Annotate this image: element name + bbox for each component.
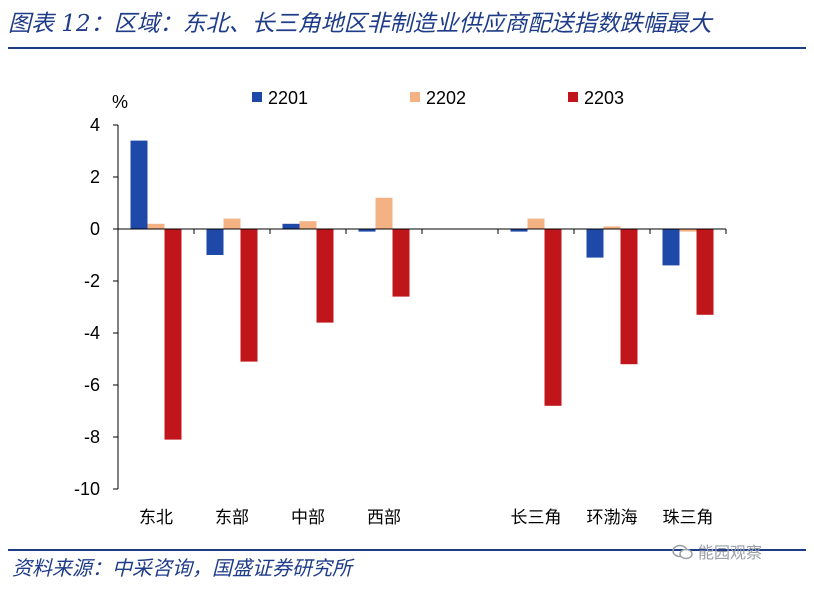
- wechat-icon: [672, 544, 693, 560]
- category-label: 中部: [291, 508, 325, 528]
- figure-title: 图表 12：区域：东北、长三角地区非制造业供应商配送指数跌幅最大: [8, 11, 712, 37]
- category-label: 珠三角: [663, 508, 714, 528]
- bar-2202: [299, 221, 317, 229]
- x-axis-categories: 东北 东部 中部 西部 长三角 环渤海 珠三角: [139, 508, 714, 528]
- bar-2203: [696, 229, 714, 315]
- y-axis-ticks: 4 2 0 -2 -4 -6 -8 -10: [74, 115, 118, 499]
- bar-series: [130, 140, 714, 440]
- bar-2202: [603, 226, 621, 229]
- bar-2202: [223, 218, 241, 229]
- bar-2202: [375, 197, 393, 229]
- bar-2203: [240, 229, 258, 362]
- y-axis-unit-label: %: [112, 92, 128, 112]
- watermark: 能园观察: [672, 540, 762, 566]
- y-tick-label: 2: [90, 167, 100, 187]
- bar-2201: [282, 223, 300, 229]
- category-label: 东北: [139, 508, 173, 528]
- bar-2201: [662, 229, 680, 266]
- y-tick-label: -8: [84, 427, 100, 447]
- title-rule: [8, 47, 806, 49]
- bar-2202: [527, 218, 545, 229]
- y-tick-label: 0: [90, 219, 100, 239]
- bar-2203: [316, 229, 334, 323]
- bar-2203: [544, 229, 562, 406]
- category-label: 环渤海: [587, 508, 638, 528]
- bar-2201: [586, 229, 604, 258]
- y-tick-label: -6: [84, 375, 100, 395]
- legend-swatch-2202: [410, 92, 420, 102]
- y-tick-label: -10: [74, 479, 100, 499]
- legend-swatch-2201: [252, 92, 262, 102]
- source-note: 资料来源：中采咨询，国盛证券研究所: [12, 556, 352, 580]
- legend-label: 2202: [426, 88, 466, 108]
- category-label: 西部: [367, 508, 401, 528]
- source-rule: [8, 549, 806, 551]
- bar-2202: [147, 223, 165, 229]
- legend: 2201 2202 2203: [252, 88, 624, 108]
- y-tick-label: -2: [84, 271, 100, 291]
- axes: [117, 125, 727, 489]
- legend-label: 2203: [584, 88, 624, 108]
- bar-2202: [679, 229, 697, 232]
- y-tick-label: -4: [84, 323, 100, 343]
- y-tick-label: 4: [90, 115, 100, 135]
- bar-2201: [130, 140, 148, 229]
- bar-2203: [620, 229, 638, 365]
- watermark-text: 能园观察: [698, 543, 763, 562]
- bar-2201: [206, 229, 224, 255]
- legend-label: 2201: [268, 88, 308, 108]
- category-label: 长三角: [511, 508, 562, 528]
- bar-2201: [358, 229, 376, 232]
- bar-2203: [164, 229, 182, 440]
- legend-swatch-2203: [568, 92, 578, 102]
- bar-2201: [510, 229, 528, 232]
- category-label: 东部: [215, 508, 249, 528]
- bar-2203: [392, 229, 410, 297]
